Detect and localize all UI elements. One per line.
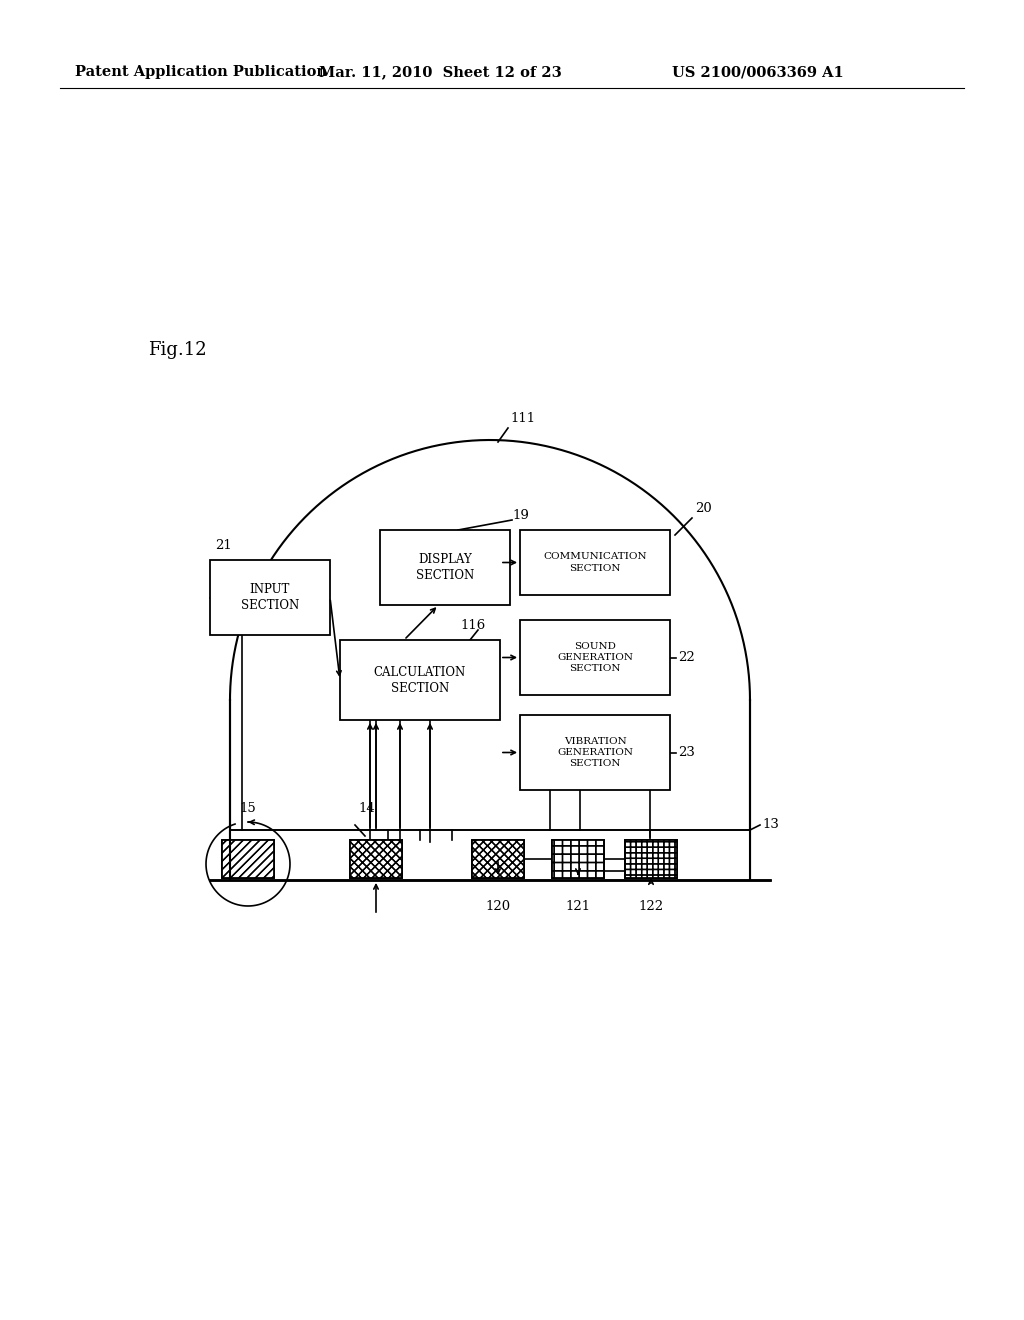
Text: 13: 13 (762, 818, 779, 832)
Text: 22: 22 (678, 651, 694, 664)
Text: Mar. 11, 2010  Sheet 12 of 23: Mar. 11, 2010 Sheet 12 of 23 (318, 65, 561, 79)
Text: Patent Application Publication: Patent Application Publication (75, 65, 327, 79)
Bar (350, 840, 402, 878)
Bar (520, 715, 670, 789)
Text: 20: 20 (695, 502, 712, 515)
Text: 122: 122 (638, 900, 664, 913)
Bar (350, 840, 402, 878)
Bar (222, 840, 274, 878)
Bar (625, 840, 677, 878)
Bar (472, 840, 524, 878)
Bar (472, 840, 524, 878)
Bar (552, 840, 604, 878)
Text: 111: 111 (510, 412, 536, 425)
Text: VIBRATION
GENERATION
SECTION: VIBRATION GENERATION SECTION (557, 737, 633, 768)
Bar (350, 840, 402, 878)
Bar (625, 840, 677, 878)
Bar (222, 840, 274, 878)
Bar (625, 840, 677, 878)
Text: 116: 116 (460, 619, 485, 632)
Bar (625, 840, 677, 878)
Text: 14: 14 (358, 803, 375, 814)
Bar (520, 531, 670, 595)
Text: CALCULATION
SECTION: CALCULATION SECTION (374, 665, 466, 694)
Text: 120: 120 (485, 900, 511, 913)
Text: INPUT
SECTION: INPUT SECTION (241, 583, 299, 612)
Bar (350, 840, 402, 878)
Bar (380, 531, 510, 605)
Bar (520, 620, 670, 696)
Text: 121: 121 (565, 900, 591, 913)
Text: SOUND
GENERATION
SECTION: SOUND GENERATION SECTION (557, 642, 633, 673)
Bar (210, 560, 330, 635)
Bar (222, 840, 274, 878)
Text: Fig.12: Fig.12 (148, 341, 207, 359)
Text: DISPLAY
SECTION: DISPLAY SECTION (416, 553, 474, 582)
Bar (472, 840, 524, 878)
Text: US 2100/0063369 A1: US 2100/0063369 A1 (672, 65, 844, 79)
Bar (552, 840, 604, 878)
Bar (552, 840, 604, 878)
Bar (472, 840, 524, 878)
Bar (340, 640, 500, 719)
Text: 21: 21 (215, 539, 231, 552)
Text: COMMUNICATION
SECTION: COMMUNICATION SECTION (543, 553, 647, 573)
Bar (222, 840, 274, 878)
Bar (231, 832, 749, 879)
Bar (552, 840, 604, 878)
Text: 19: 19 (512, 510, 528, 521)
Text: 15: 15 (240, 803, 256, 814)
Text: 23: 23 (678, 746, 695, 759)
